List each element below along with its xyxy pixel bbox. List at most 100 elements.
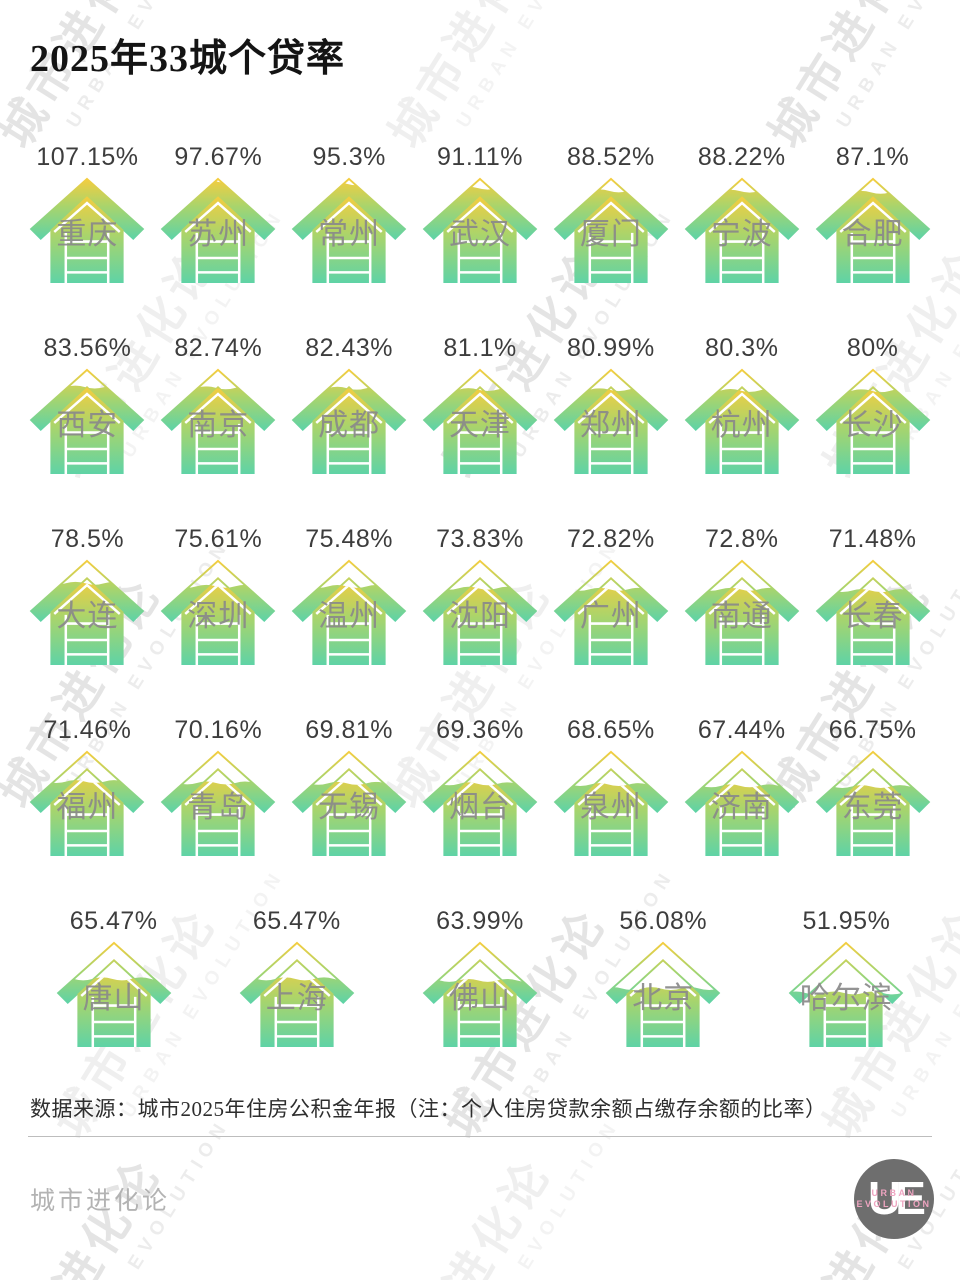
city-house: 70.16% <box>153 715 284 856</box>
city-label: 福州 <box>56 791 119 824</box>
house-wrap: 西安 <box>29 368 145 474</box>
house-icon <box>422 177 538 283</box>
house-wrap: 郑州 <box>553 368 669 474</box>
value-label: 78.5% <box>50 525 125 553</box>
house-fill <box>816 389 929 474</box>
city-label: 泉州 <box>579 791 642 824</box>
house-outline <box>160 559 276 623</box>
value-label: 88.22% <box>697 143 786 171</box>
house-icon <box>422 559 538 665</box>
city-label: 无锡 <box>318 791 381 824</box>
house-fill <box>293 781 406 856</box>
city-house: 72.82% <box>545 524 676 665</box>
house-outline <box>815 368 930 432</box>
house-outline <box>684 368 800 432</box>
city-house: 69.81% <box>284 715 415 856</box>
house-icon <box>422 750 538 856</box>
city-house: 69.36% <box>415 715 546 856</box>
value-label: 87.1% <box>835 143 910 171</box>
city-label: 济南 <box>710 791 773 824</box>
city-label: 长沙 <box>841 409 904 442</box>
city-house: 51.95% <box>755 906 938 1047</box>
value-label: 68.65% <box>566 716 655 744</box>
brand-name: 城市进化论 <box>30 1188 171 1215</box>
house-fill <box>162 386 275 474</box>
value-label: 51.95% <box>802 907 891 935</box>
house-icon <box>815 559 930 665</box>
house-icon <box>160 750 276 856</box>
value-label: 82.43% <box>305 334 394 362</box>
house-outline <box>815 559 930 623</box>
city-label: 青岛 <box>187 791 250 824</box>
house-fill <box>685 587 798 665</box>
city-label: 杭州 <box>710 409 773 442</box>
city-house: 88.52% <box>545 142 676 283</box>
city-house: 82.74% <box>153 333 284 474</box>
house-fill <box>240 977 353 1047</box>
city-label: 宁波 <box>710 218 773 251</box>
city-label: 烟台 <box>449 791 511 824</box>
city-house: 72.8% <box>676 524 807 665</box>
city-label: 郑州 <box>579 409 642 442</box>
value-label: 75.61% <box>174 525 263 553</box>
value-label: 107.15% <box>36 143 139 171</box>
house-fill <box>685 389 798 474</box>
value-label: 73.83% <box>436 525 524 553</box>
house-wrap: 福州 <box>29 750 145 856</box>
house-icon <box>160 559 276 665</box>
house-fill <box>424 186 536 283</box>
house-wrap: 南通 <box>684 559 800 665</box>
value-label: 80.99% <box>566 334 655 362</box>
house-wrap: 哈尔滨 <box>788 941 904 1047</box>
house-wrap: 烟台 <box>422 750 538 856</box>
house-icon <box>815 177 930 283</box>
city-house: 80.3% <box>676 333 807 474</box>
value-label: 88.52% <box>566 143 655 171</box>
value-label: 80.3% <box>705 334 779 362</box>
city-label: 唐山 <box>82 982 145 1015</box>
city-house: 66.75% <box>807 715 938 856</box>
house-icon <box>30 177 145 283</box>
house-fill <box>162 179 275 283</box>
chart-row: 65.47% <box>22 906 938 1047</box>
house-icon <box>684 559 800 665</box>
value-label: 71.48% <box>828 525 917 553</box>
city-label: 南京 <box>187 409 250 442</box>
house-icon <box>815 368 930 474</box>
house-fill <box>162 781 275 856</box>
house-wrap: 宁波 <box>684 177 800 283</box>
city-house: 97.67% <box>153 142 284 283</box>
house-outline <box>160 750 276 814</box>
city-label: 北京 <box>632 982 695 1015</box>
city-label: 成都 <box>318 409 381 442</box>
value-label: 56.08% <box>619 907 708 935</box>
city-house: 107.15% <box>22 142 153 283</box>
house-outline <box>422 559 538 623</box>
city-label: 西安 <box>56 409 119 442</box>
city-house: 81.1% <box>415 333 546 474</box>
value-label: 75.48% <box>305 525 394 553</box>
city-house: 63.99% <box>388 906 571 1047</box>
value-label: 72.8% <box>705 525 779 553</box>
value-label: 71.46% <box>43 716 132 744</box>
house-wrap: 长沙 <box>815 368 931 474</box>
house-outline <box>291 750 407 814</box>
house-wrap: 佛山 <box>422 941 538 1047</box>
house-outline <box>815 750 930 814</box>
house-outline <box>422 750 538 814</box>
house-icon <box>553 559 669 665</box>
city-house: 68.65% <box>545 715 676 856</box>
house-wrap: 大连 <box>29 559 145 665</box>
value-label: 91.11% <box>437 143 523 171</box>
house-wrap: 南京 <box>160 368 276 474</box>
page-title: 2025年33城个贷率 <box>30 38 346 80</box>
house-fill <box>424 586 536 665</box>
house-icon <box>684 750 800 856</box>
footer-divider <box>28 1136 932 1137</box>
house-wrap: 深圳 <box>160 559 276 665</box>
city-label: 武汉 <box>449 218 511 251</box>
house-wrap: 青岛 <box>160 750 276 856</box>
house-icon <box>56 941 171 1047</box>
house-outline <box>160 368 276 432</box>
value-label: 83.56% <box>43 334 132 362</box>
